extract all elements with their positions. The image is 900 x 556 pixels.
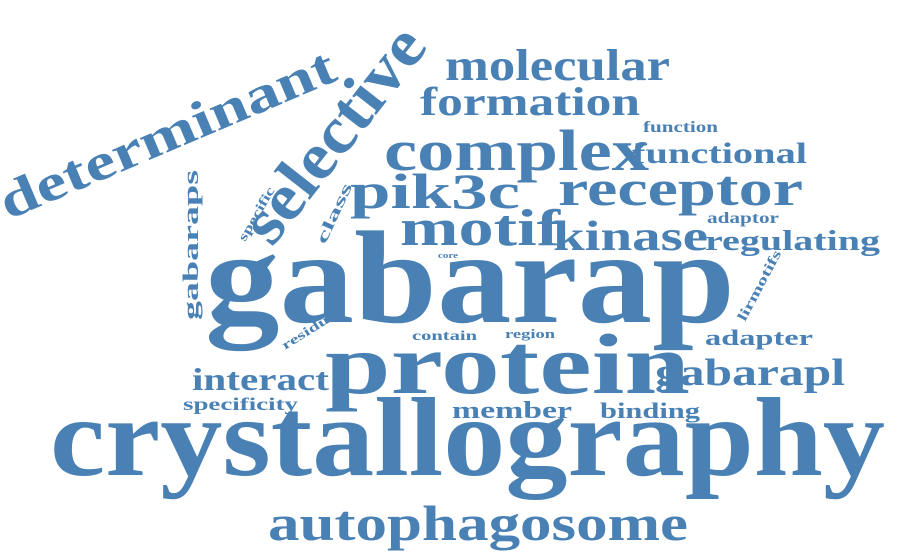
word-adaptor: adaptor xyxy=(707,210,779,227)
word-member: member xyxy=(452,398,572,424)
word-lirmotifs: lirmotifs xyxy=(735,247,785,324)
word-receptor: receptor xyxy=(558,160,803,216)
word-kinase: kinase xyxy=(553,214,708,260)
word-gabarap: gabarap xyxy=(205,204,735,351)
word-regulating: regulating xyxy=(705,226,880,257)
word-motif: motif xyxy=(400,200,561,257)
word-protein: protein xyxy=(325,316,690,412)
word-interact: interact xyxy=(192,361,329,397)
word-region: region xyxy=(505,326,556,341)
word-specificity: specificity xyxy=(183,394,298,414)
word-crystallography: crystallography xyxy=(50,376,885,500)
word-contain: contain xyxy=(412,329,477,344)
word-functional: functional xyxy=(632,137,807,170)
word-function: function xyxy=(643,119,718,136)
word-molecular: molecular xyxy=(445,41,670,90)
word-autophagosome: autophagosome xyxy=(268,495,688,551)
word-gabaraps: gabaraps xyxy=(178,169,203,320)
word-formation: formation xyxy=(420,79,640,124)
word-adapter: adapter xyxy=(705,325,813,350)
word-binding: binding xyxy=(600,398,700,423)
word-gabarapl: gabarapl xyxy=(655,352,845,394)
word-complex: complex xyxy=(384,118,649,183)
word-pik3c: pik3c xyxy=(350,163,520,219)
word-core: core xyxy=(438,251,459,260)
